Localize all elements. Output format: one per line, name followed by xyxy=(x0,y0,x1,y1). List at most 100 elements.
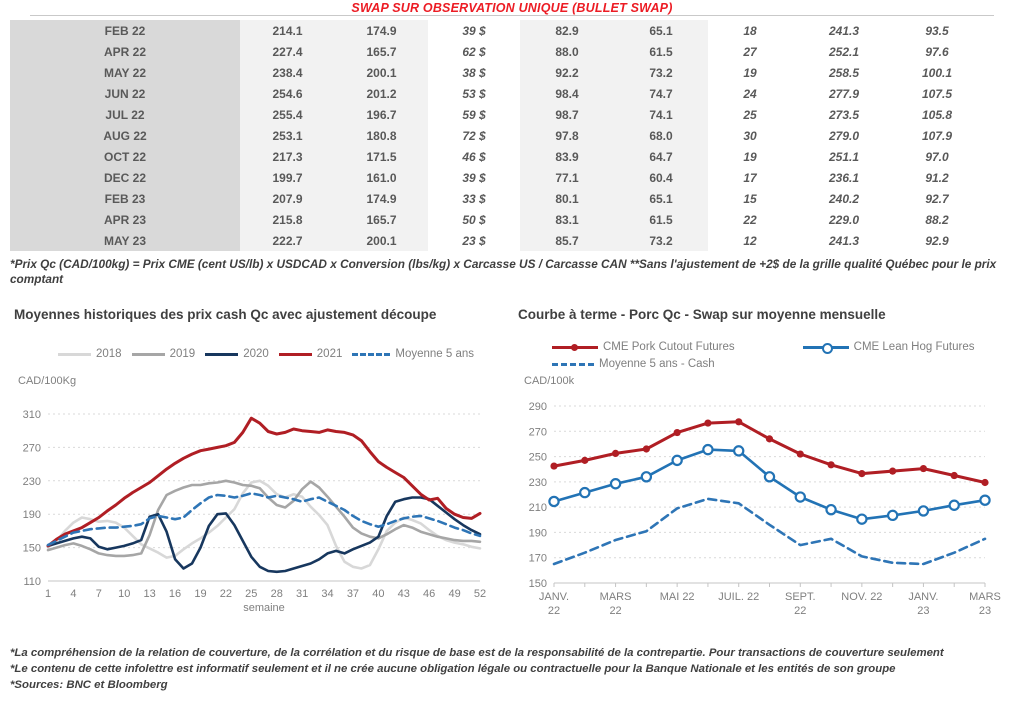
value-cell: 25 xyxy=(708,104,792,125)
value-cell: 241.3 xyxy=(792,230,896,251)
value-cell: 279.0 xyxy=(792,125,896,146)
value-cell: 240.2 xyxy=(792,188,896,209)
legend-item: CME Pork Cutout Futures xyxy=(552,341,735,353)
value-cell: 19 xyxy=(708,62,792,83)
legend-item: 2018 xyxy=(58,348,122,360)
value-cell: 74.1 xyxy=(614,104,708,125)
month-cell: APR 22 xyxy=(10,41,240,62)
x-tick-label: 40 xyxy=(372,588,384,600)
data-point xyxy=(735,418,743,426)
value-cell: 85.7 xyxy=(520,230,614,251)
value-cell: 88.2 xyxy=(896,209,978,230)
legend-item: 2021 xyxy=(278,348,342,360)
month-cell: JUN 22 xyxy=(10,83,240,104)
table-row: MAY 23 222.7 200.1 23 $85.7 73.2 12 241.3 92.9 xyxy=(10,230,978,251)
disclaimer-footer: *La compréhension de la relation de couv… xyxy=(10,646,1016,694)
x-tick-label: JANV. xyxy=(539,591,569,603)
table-row: DEC 22 199.7 161.0 39 $77.1 60.4 17 236.1 91.2 xyxy=(10,167,978,188)
x-tick-label: MARS xyxy=(600,591,632,603)
line-swatch xyxy=(205,352,239,356)
disclaimer-line: *Le contenu de cette infolettre est info… xyxy=(10,663,896,676)
y-tick-label: 270 xyxy=(529,426,547,438)
value-cell: 30 xyxy=(708,125,792,146)
value-cell: 74.7 xyxy=(614,83,708,104)
value-cell: 83.1 xyxy=(520,209,614,230)
month-cell: OCT 22 xyxy=(10,146,240,167)
table-row: JUN 22 254.6 201.2 53 $98.4 74.7 24 277.9 107.5 xyxy=(10,83,978,104)
value-cell: 77.1 xyxy=(520,167,614,188)
value-cell: 199.7 xyxy=(240,167,335,188)
x-tick-label: JANV. xyxy=(908,591,938,603)
legend-label: Moyenne 5 ans - Cash xyxy=(599,358,715,370)
legend-label: CME Pork Cutout Futures xyxy=(603,341,735,353)
x-tick-label: 46 xyxy=(423,588,435,600)
filled-circle-swatch xyxy=(571,343,578,351)
data-point xyxy=(611,449,620,458)
open-circle-swatch xyxy=(821,342,833,354)
value-cell: 165.7 xyxy=(335,209,428,230)
y-tick-label: 250 xyxy=(529,452,547,464)
data-point xyxy=(981,478,989,487)
value-cell: 65.1 xyxy=(614,188,708,209)
data-point xyxy=(948,499,960,511)
value-cell: 97.8 xyxy=(520,125,614,146)
legend-item: 2019 xyxy=(131,348,195,360)
y-tick-label: 230 xyxy=(23,476,41,488)
legend-row-2: Moyenne 5 ans - Cash xyxy=(552,358,984,370)
x-tick-label: 19 xyxy=(194,588,206,600)
value-cell: 200.1 xyxy=(335,230,428,251)
title-divider xyxy=(30,15,994,16)
data-point xyxy=(856,513,868,525)
value-cell: 46 $ xyxy=(428,146,520,167)
value-cell: 24 xyxy=(708,83,792,104)
value-cell: 241.3 xyxy=(792,20,896,41)
swap-table-body: FEB 22 214.1 174.9 39 $82.9 65.1 18 241.3 93.5 A… xyxy=(10,20,978,251)
x-tick-label: 43 xyxy=(398,588,410,600)
table-row: FEB 23 207.9 174.9 33 $80.1 65.1 15 240.2 92.7 xyxy=(10,188,978,209)
value-cell: 229.0 xyxy=(792,209,896,230)
value-cell: 107.9 xyxy=(896,125,978,146)
data-point xyxy=(950,471,958,480)
value-cell: 38 $ xyxy=(428,62,520,83)
data-point xyxy=(979,494,991,506)
value-cell: 236.1 xyxy=(792,167,896,188)
data-point xyxy=(886,509,899,522)
value-cell: 214.1 xyxy=(240,20,335,41)
right-chart-title: Courbe à terme - Porc Qc - Swap sur moye… xyxy=(518,307,886,322)
y-tick-label: 290 xyxy=(529,401,547,413)
value-cell: 201.2 xyxy=(335,83,428,104)
value-cell: 196.7 xyxy=(335,104,428,125)
data-point xyxy=(548,495,560,508)
x-tick-label: 22 xyxy=(548,605,560,617)
data-point xyxy=(919,464,928,473)
value-cell: 50 $ xyxy=(428,209,520,230)
x-tick-label: 13 xyxy=(144,588,156,600)
value-cell: 222.7 xyxy=(240,230,335,251)
dashed-line-swatch xyxy=(552,362,594,366)
value-cell: 65.1 xyxy=(614,20,708,41)
data-point xyxy=(917,505,930,517)
y-tick-label: 190 xyxy=(529,527,547,539)
data-point xyxy=(858,470,866,478)
page-title: SWAP SUR OBSERVATION UNIQUE (BULLET SWAP… xyxy=(351,1,673,15)
data-point xyxy=(550,462,558,470)
month-cell: FEB 23 xyxy=(10,188,240,209)
series-Moyenne 5 ans - Cash xyxy=(552,497,987,566)
data-point xyxy=(704,419,712,427)
dashed-line-swatch xyxy=(352,352,391,356)
x-tick-label: 1 xyxy=(45,588,51,600)
value-cell: 200.1 xyxy=(335,62,428,83)
sources-line: *Sources: BNC et Bloomberg xyxy=(10,679,168,692)
value-cell: 23 $ xyxy=(428,230,520,251)
table-row: JUL 22 255.4 196.7 59 $98.7 74.1 25 273.5 105.8 xyxy=(10,104,978,125)
y-axis-label: CAD/100k xyxy=(524,375,575,387)
value-cell: 68.0 xyxy=(614,125,708,146)
value-cell: 98.4 xyxy=(520,83,614,104)
x-tick-label: 23 xyxy=(917,605,929,617)
historical-prices-chart: CAD/100Kg 110 150 190 230 270 310 1 4 7 10 13 16 19 22… xyxy=(18,375,486,614)
value-cell: 161.0 xyxy=(335,167,428,188)
data-point xyxy=(889,467,897,475)
data-point xyxy=(825,503,837,516)
value-cell: 93.5 xyxy=(896,20,978,41)
